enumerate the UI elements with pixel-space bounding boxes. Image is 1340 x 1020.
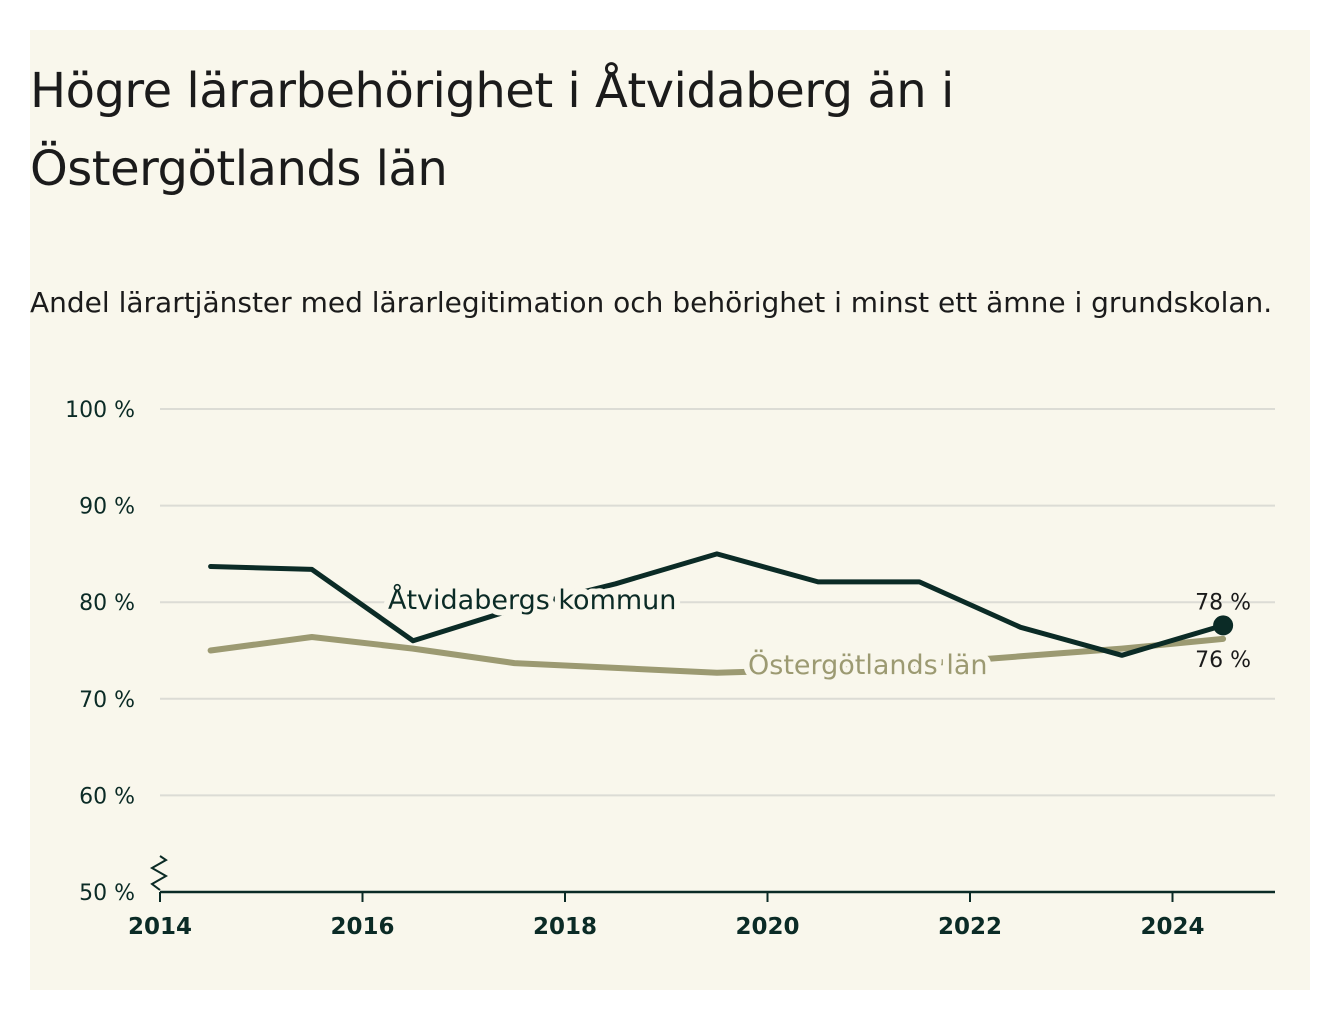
x-axis: 2014 2016 2018 2020 2022 2024: [128, 890, 1275, 940]
x-tick-label: 2022: [938, 914, 1002, 940]
series-lines: [207, 551, 1234, 676]
y-tick-label: 90 %: [79, 495, 135, 520]
line-chart: 50 %60 %70 %80 %90 %100 % 2014 2016 2018 20…: [65, 398, 1275, 940]
x-tick-label: 2018: [533, 914, 597, 940]
series-line-ostergotlands-lan: [207, 634, 1227, 676]
end-labels: 78 % 76 %: [1195, 590, 1251, 673]
y-tick-label: 70 %: [79, 688, 135, 713]
y-tick-label: 50 %: [79, 881, 135, 906]
end-label-lan: 76 %: [1195, 648, 1251, 673]
grid-lines: [160, 408, 1275, 797]
y-axis-ticks: 50 % 60 % 70 % 80 % 90 % 100 %: [65, 398, 169, 906]
series-end-point: [1213, 615, 1234, 636]
chart-title: Högre lärarbehörighet i Åtvidaberg än i …: [30, 63, 954, 197]
series-label-ostergotlands-lan: Östergötlands län: [748, 649, 988, 681]
y-tick-label: 60 %: [79, 784, 135, 809]
y-axis-break: [149, 855, 169, 891]
x-tick-label: 2024: [1140, 914, 1204, 940]
x-tick-label: 2016: [330, 914, 394, 940]
series-label-atvidabergs-kommun: Åtvidabergs kommun: [388, 584, 676, 616]
chart-subtitle: Andel lärartjänster med lärarlegitimatio…: [30, 286, 1273, 319]
x-tick-label: 2020: [735, 914, 799, 940]
y-tick-label: 100 %: [65, 398, 135, 423]
series-line-atvidabergs-kommun: [208, 551, 1226, 658]
series-labels: Åtvidabergs kommun Östergötlands län: [382, 578, 994, 687]
end-label-kommun: 78 %: [1195, 590, 1251, 615]
chart-card: Högre lärarbehörighet i Åtvidaberg än i …: [30, 30, 1310, 990]
y-tick-label: 80 %: [79, 591, 135, 616]
x-tick-label: 2014: [128, 914, 192, 940]
